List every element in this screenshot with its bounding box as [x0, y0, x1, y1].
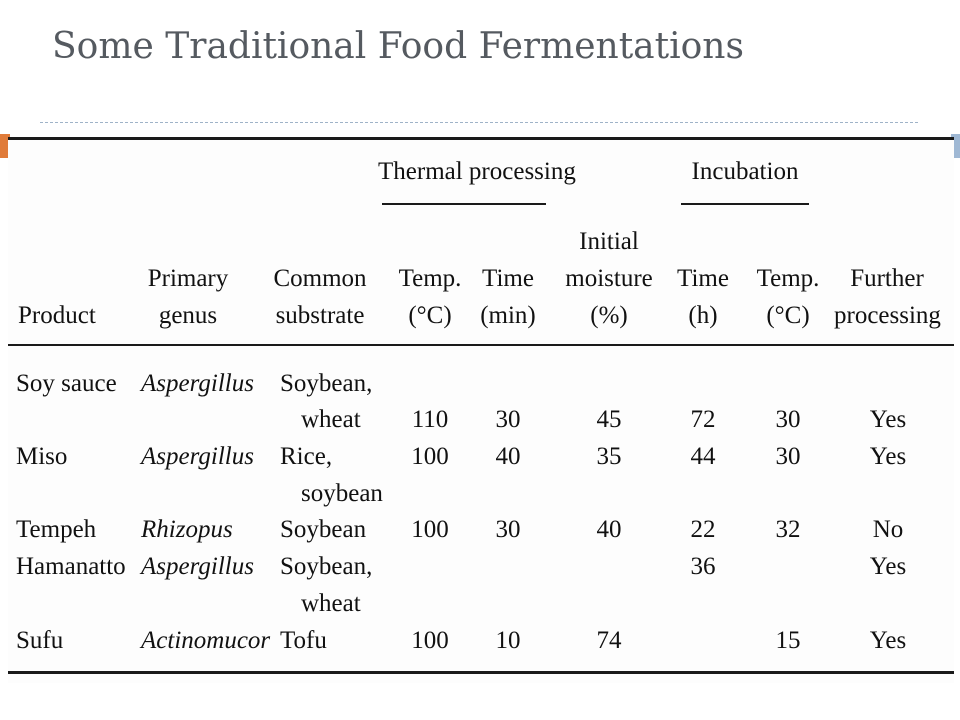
- table-cell-genus: Aspergillus: [141, 443, 254, 470]
- table-cell-thermal-temp: 100: [411, 516, 449, 543]
- table-cell-product: Sufu: [16, 627, 64, 654]
- table-cell-product: Soy sauce: [16, 370, 117, 397]
- table-cell-further: Yes: [869, 553, 907, 580]
- table-cell-thermal-time: 10: [495, 627, 521, 654]
- table-cell-genus: Rhizopus: [141, 516, 233, 543]
- table-cell-incub-temp: 30: [775, 406, 801, 433]
- table-cell-incub-time: 44: [690, 443, 716, 470]
- table-cell-substrate: Tofu: [280, 627, 327, 654]
- col-header-moisture: Initial moisture (%): [565, 228, 653, 329]
- title-divider: [40, 122, 918, 123]
- group-header-thermal: Thermal processing: [378, 158, 576, 185]
- table-cell-genus: Aspergillus: [141, 553, 254, 580]
- table-cell-incub-temp: 30: [775, 443, 801, 470]
- group-header-incubation: Incubation: [691, 158, 799, 185]
- table-cell-moisture: 74: [596, 627, 622, 654]
- table-bottom-rule: [8, 671, 954, 674]
- table-cell-incub-temp: 32: [775, 516, 801, 543]
- col-header-substrate: Common substrate: [273, 265, 367, 329]
- table-cell-substrate-cont: soybean: [301, 480, 383, 507]
- col-header-thermal-time: Time (min): [480, 265, 536, 329]
- table-cell-further: Yes: [869, 406, 907, 433]
- group-underline-thermal: [382, 203, 546, 205]
- group-underline-incubation: [681, 203, 809, 205]
- col-header-genus: Primary genus: [147, 265, 229, 329]
- table-cell-further: No: [872, 516, 904, 543]
- table-cell-moisture: 40: [596, 516, 622, 543]
- col-header-thermal-temp: Temp. (°C): [398, 265, 462, 329]
- table-cell-thermal-temp: 100: [411, 443, 449, 470]
- table-cell-substrate: Soybean,: [280, 370, 373, 397]
- table-cell-moisture: 35: [596, 443, 622, 470]
- col-header-product: Product: [18, 302, 96, 329]
- fermentation-table: Thermal processing Incubation Product Pr…: [8, 137, 954, 683]
- table-header-rule: [8, 344, 954, 346]
- table-cell-incub-time: 72: [690, 406, 716, 433]
- table-cell-product: Miso: [16, 443, 68, 470]
- table-top-rule: [8, 137, 954, 140]
- table-cell-substrate: Soybean: [280, 516, 367, 543]
- table-cell-substrate: Soybean,: [280, 553, 373, 580]
- table-cell-moisture: 45: [596, 406, 622, 433]
- slide-title: Some Traditional Food Fermentations: [52, 26, 744, 67]
- accent-bar-right: [951, 134, 960, 158]
- table-cell-further: Yes: [869, 443, 907, 470]
- accent-bar-left: [0, 134, 10, 158]
- table-cell-incub-time: 22: [690, 516, 716, 543]
- table-cell-thermal-temp: 100: [411, 627, 449, 654]
- table-cell-substrate-cont: wheat: [301, 406, 361, 433]
- col-header-incub-time: Time (h): [677, 265, 729, 329]
- table-cell-substrate: Rice,: [280, 443, 333, 470]
- table-cell-thermal-temp: 110: [411, 406, 449, 433]
- table-cell-genus: Actinomucor: [141, 627, 271, 654]
- table-cell-incub-time: 36: [690, 553, 716, 580]
- table-cell-further: Yes: [869, 627, 907, 654]
- table-cell-substrate-cont: wheat: [301, 590, 361, 617]
- table-cell-genus: Aspergillus: [141, 370, 254, 397]
- col-header-further: Further processing: [834, 265, 941, 329]
- table-cell-thermal-time: 30: [495, 516, 521, 543]
- table-cell-incub-temp: 15: [775, 627, 801, 654]
- table-cell-thermal-time: 40: [495, 443, 521, 470]
- table-cell-thermal-time: 30: [495, 406, 521, 433]
- table-cell-product: Tempeh: [16, 516, 97, 543]
- table-cell-product: Hamanatto: [16, 553, 126, 580]
- col-header-incub-temp: Temp. (°C): [756, 265, 820, 329]
